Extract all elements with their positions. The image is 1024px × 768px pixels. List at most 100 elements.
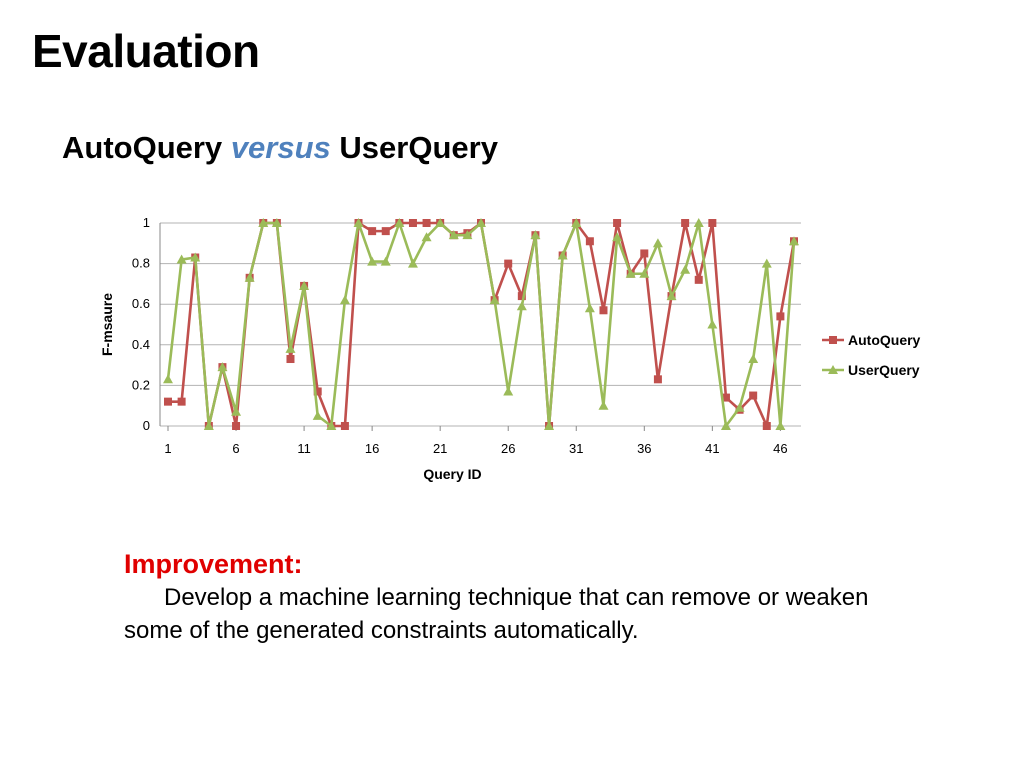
improvement-section: Improvement: Develop a machine learning … [124,548,884,647]
autoquery-point [640,249,649,258]
userquery-point [748,354,759,364]
userquery-point [299,280,310,290]
userquery-point [435,218,446,227]
subtitle-versus: versus [230,130,331,165]
autoquery-point [681,219,690,227]
autoquery-point [313,387,322,396]
userquery-point [380,256,391,266]
userquery-point [244,272,255,282]
userquery-point [217,362,228,372]
userquery-point [666,291,677,301]
userquery-point [326,421,337,430]
userquery-point [625,268,636,278]
legend-item-userquery: UserQuery [822,362,920,378]
autoquery-point [762,422,771,430]
x-tick-label: 26 [501,441,515,456]
userquery-point [639,268,650,278]
autoquery-line [168,221,796,428]
x-tick-label: 46 [773,441,787,456]
userquery-point [734,402,745,412]
autoquery-point [368,227,377,236]
userquery-point [271,218,282,227]
userquery-point [612,232,623,242]
x-tick-label: 6 [232,441,239,456]
userquery-point [693,218,704,227]
legend-item-autoquery: AutoQuery [822,332,921,348]
slide-title: Evaluation [32,25,260,77]
userquery-point [190,252,201,262]
y-tick-label: 0 [143,418,150,433]
autoquery-point [517,292,526,301]
userquery-point [367,256,378,266]
autoquery-point [232,422,241,430]
autoquery-point [164,397,172,406]
userquery-point [516,301,527,311]
userquery-point [680,264,691,274]
userquery-point [720,421,731,430]
userquery-point [448,230,459,240]
autoquery-point [749,391,758,400]
autoquery-point [504,259,513,268]
legend-label: UserQuery [848,362,920,378]
autoquery-point [340,422,349,430]
y-tick-label: 0.2 [132,377,150,392]
userquery-point [407,258,418,268]
series-userquery [163,218,799,430]
userquery-point [530,230,541,240]
improvement-heading: Improvement: [124,549,303,579]
userquery-point [476,218,486,227]
userquery-point [176,254,187,264]
y-tick-label: 0.8 [132,256,150,271]
autoquery-point [599,306,608,315]
userquery-point [761,258,772,268]
userquery-point [557,250,568,260]
improvement-text: Develop a machine learning technique tha… [124,584,869,644]
userquery-point [163,374,173,384]
userquery-point [339,295,350,305]
x-tick-label: 11 [297,441,311,456]
legend-swatch-marker [828,365,838,374]
userquery-point [203,421,214,430]
subtitle-userquery: UserQuery [339,130,498,165]
autoquery-point [613,219,622,227]
autoquery-point [694,275,703,284]
userquery-point [394,218,405,227]
x-tick-label: 21 [433,441,447,456]
userquery-point [489,295,500,305]
y-tick-label: 0.4 [132,337,150,352]
autoquery-point [177,397,186,406]
autoquery-point [408,219,417,227]
userquery-point [584,303,595,313]
subtitle-autoquery: AutoQuery [62,130,223,165]
x-tick-label: 1 [164,441,171,456]
userquery-point [503,386,514,396]
autoquery-point [381,227,390,236]
userquery-point [421,232,432,242]
userquery-point [353,218,364,227]
userquery-point [231,406,242,416]
x-tick-label: 31 [569,441,583,456]
userquery-point [707,319,718,329]
autoquery-point [653,375,662,384]
userquery-point [571,218,582,227]
userquery-point [312,410,323,420]
autoquery-point [708,219,717,227]
y-tick-label: 1 [143,215,150,230]
autoquery-point [585,237,594,246]
userquery-point [285,343,296,353]
x-axis-title: Query ID [423,466,481,482]
userquery-point [789,236,799,246]
userquery-point [652,238,663,248]
autoquery-point [422,219,431,227]
userquery-line [166,221,796,428]
autoquery-point [721,393,730,402]
x-tick-label: 41 [705,441,719,456]
userquery-point [775,421,786,430]
userquery-point [544,421,555,430]
x-tick-label: 16 [365,441,379,456]
userquery-point [462,230,473,240]
legend-label: AutoQuery [848,332,921,348]
chart-subtitle: AutoQuery versus UserQuery [62,130,498,166]
y-axis-title: F-msaure [99,293,115,356]
